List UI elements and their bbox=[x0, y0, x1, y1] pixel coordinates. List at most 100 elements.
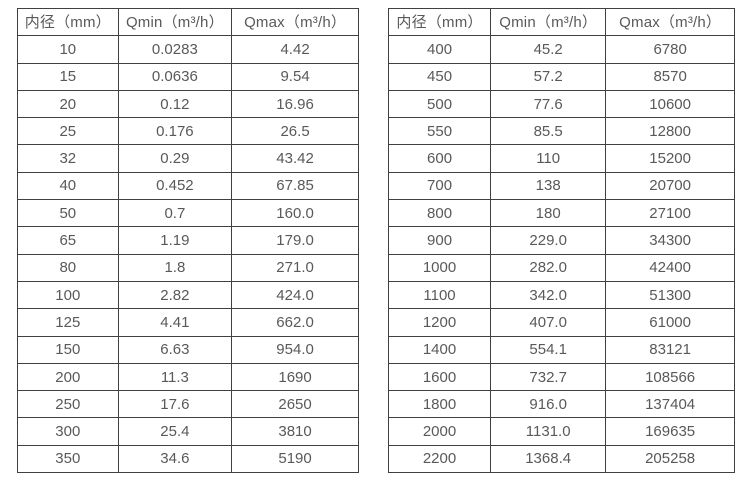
table-cell: 4.42 bbox=[231, 35, 359, 64]
table-cell: 32 bbox=[17, 144, 119, 173]
table-cell: 77.6 bbox=[490, 89, 607, 119]
table-cell: 34.6 bbox=[117, 444, 233, 474]
table-cell: 1.8 bbox=[117, 253, 233, 282]
table-row: 600 110 15200 bbox=[387, 144, 735, 173]
table-row: 20 0.12 16.96 bbox=[17, 89, 359, 119]
table-cell: 6780 bbox=[605, 35, 735, 64]
table-row: 350 34.6 5190 bbox=[17, 444, 359, 474]
column-header: Qmax（m³/h） bbox=[605, 7, 735, 37]
table-cell: 2650 bbox=[231, 390, 359, 419]
table-cell: 10600 bbox=[605, 89, 735, 119]
table-cell: 4.41 bbox=[117, 308, 233, 337]
table-cell: 450 bbox=[387, 62, 492, 91]
table-cell: 34300 bbox=[605, 226, 735, 255]
table-cell: 9.54 bbox=[231, 62, 359, 91]
table-cell: 205258 bbox=[605, 444, 735, 474]
table-cell: 0.29 bbox=[117, 144, 233, 173]
table-cell: 300 bbox=[17, 417, 119, 446]
table-cell: 179.0 bbox=[231, 226, 359, 255]
column-header: Qmin（m³/h） bbox=[117, 7, 233, 37]
table-cell: 25 bbox=[17, 117, 119, 146]
table-cell: 51300 bbox=[605, 280, 735, 310]
table-cell: 20700 bbox=[605, 171, 735, 201]
table-cell: 42400 bbox=[605, 253, 735, 282]
table-cell: 67.85 bbox=[231, 171, 359, 201]
table-cell: 15 bbox=[17, 62, 119, 91]
table-cell: 662.0 bbox=[231, 308, 359, 337]
table-row: 550 85.5 12800 bbox=[387, 117, 735, 146]
table-cell: 150 bbox=[17, 335, 119, 364]
table-cell: 400 bbox=[387, 35, 492, 64]
table-cell: 80 bbox=[17, 253, 119, 282]
table-row: 1000 282.0 42400 bbox=[387, 253, 735, 282]
table-cell: 424.0 bbox=[231, 280, 359, 310]
table-cell: 2200 bbox=[387, 444, 492, 474]
table-cell: 1131.0 bbox=[490, 417, 607, 446]
table-cell: 11.3 bbox=[117, 362, 233, 392]
table-cell: 26.5 bbox=[231, 117, 359, 146]
table-cell: 0.0283 bbox=[117, 35, 233, 64]
table-cell: 57.2 bbox=[490, 62, 607, 91]
table-cell: 50 bbox=[17, 199, 119, 228]
table-row: 25 0.176 26.5 bbox=[17, 117, 359, 146]
table-cell: 83121 bbox=[605, 335, 735, 364]
table-row: 700 138 20700 bbox=[387, 171, 735, 201]
table-cell: 1400 bbox=[387, 335, 492, 364]
table-row: 1600 732.7 108566 bbox=[387, 362, 735, 392]
table-cell: 342.0 bbox=[490, 280, 607, 310]
table-row: 1400 554.1 83121 bbox=[387, 335, 735, 364]
table-row: 450 57.2 8570 bbox=[387, 62, 735, 91]
table-cell: 954.0 bbox=[231, 335, 359, 364]
table-cell: 137404 bbox=[605, 390, 735, 419]
table-cell: 43.42 bbox=[231, 144, 359, 173]
table-cell: 2.82 bbox=[117, 280, 233, 310]
table-cell: 350 bbox=[17, 444, 119, 474]
table-cell: 25.4 bbox=[117, 417, 233, 446]
table-cell: 125 bbox=[17, 308, 119, 337]
table-cell: 85.5 bbox=[490, 117, 607, 146]
table-row: 500 77.6 10600 bbox=[387, 89, 735, 119]
table-cell: 61000 bbox=[605, 308, 735, 337]
table-cell: 1600 bbox=[387, 362, 492, 392]
table-row: 15 0.0636 9.54 bbox=[17, 62, 359, 91]
table-row: 900 229.0 34300 bbox=[387, 226, 735, 255]
column-header: Qmin（m³/h） bbox=[490, 7, 607, 37]
table-cell: 1.19 bbox=[117, 226, 233, 255]
table-cell: 110 bbox=[490, 144, 607, 173]
table-cell: 138 bbox=[490, 171, 607, 201]
table-cell: 169635 bbox=[605, 417, 735, 446]
table-row: 100 2.82 424.0 bbox=[17, 280, 359, 310]
table-cell: 8570 bbox=[605, 62, 735, 91]
table-cell: 229.0 bbox=[490, 226, 607, 255]
table-cell: 65 bbox=[17, 226, 119, 255]
table-cell: 1000 bbox=[387, 253, 492, 282]
table-cell: 554.1 bbox=[490, 335, 607, 364]
table-cell: 1200 bbox=[387, 308, 492, 337]
table-row: 2200 1368.4 205258 bbox=[387, 444, 735, 474]
table-cell: 0.12 bbox=[117, 89, 233, 119]
table-cell: 0.176 bbox=[117, 117, 233, 146]
table-cell: 17.6 bbox=[117, 390, 233, 419]
table-row: 32 0.29 43.42 bbox=[17, 144, 359, 173]
flow-table-small-diameters: 内径（mm） Qmin（m³/h） Qmax（m³/h） 10 0.0283 4.42 1… bbox=[17, 7, 359, 474]
table-cell: 1800 bbox=[387, 390, 492, 419]
table-cell: 15200 bbox=[605, 144, 735, 173]
table-row: 40 0.452 67.85 bbox=[17, 171, 359, 201]
table-cell: 16.96 bbox=[231, 89, 359, 119]
table-cell: 108566 bbox=[605, 362, 735, 392]
table-cell: 100 bbox=[17, 280, 119, 310]
table-cell: 600 bbox=[387, 144, 492, 173]
table-cell: 180 bbox=[490, 199, 607, 228]
table-header-row: 内径（mm） Qmin（m³/h） Qmax（m³/h） bbox=[17, 7, 359, 37]
table-cell: 900 bbox=[387, 226, 492, 255]
table-cell: 916.0 bbox=[490, 390, 607, 419]
table-row: 200 11.3 1690 bbox=[17, 362, 359, 392]
table-cell: 10 bbox=[17, 35, 119, 64]
table-cell: 3810 bbox=[231, 417, 359, 446]
table-row: 80 1.8 271.0 bbox=[17, 253, 359, 282]
table-cell: 40 bbox=[17, 171, 119, 201]
table-row: 400 45.2 6780 bbox=[387, 35, 735, 64]
table-cell: 282.0 bbox=[490, 253, 607, 282]
table-row: 150 6.63 954.0 bbox=[17, 335, 359, 364]
table-cell: 550 bbox=[387, 117, 492, 146]
